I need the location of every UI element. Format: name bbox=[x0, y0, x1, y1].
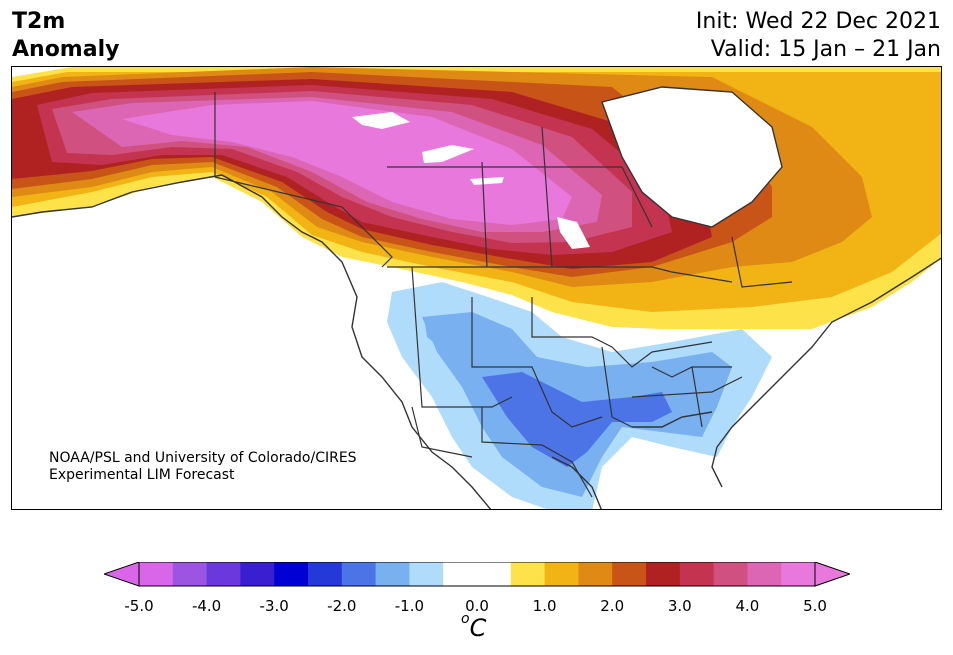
colorbar-tick-label: 4.0 bbox=[735, 597, 760, 615]
lake-shape bbox=[557, 217, 590, 249]
colorbar-segment bbox=[206, 562, 241, 586]
valid-period: Valid: 15 Jan – 21 Jan bbox=[710, 37, 941, 62]
colorbar-tick-label: 0.0 bbox=[465, 597, 489, 615]
colorbar-segments bbox=[139, 562, 816, 586]
colorbar-segment bbox=[240, 562, 275, 586]
colorbar-tick-label: -1.0 bbox=[394, 597, 425, 615]
colorbar-max-triangle bbox=[814, 562, 850, 587]
colorbar-segment bbox=[139, 562, 174, 586]
colorbar-segment bbox=[477, 562, 512, 586]
colorbar-tick-label: 5.0 bbox=[803, 597, 827, 615]
colorbar-segment bbox=[308, 562, 343, 586]
colorbar-tick-label: -5.0 bbox=[124, 597, 154, 615]
colorbar-segment bbox=[274, 562, 309, 586]
attribution-line1: NOAA/PSL and University of Colorado/CIRE… bbox=[49, 450, 357, 466]
cold-region-patch bbox=[424, 315, 462, 349]
colorbar-segment bbox=[578, 562, 613, 586]
coastlines bbox=[12, 86, 941, 509]
colorbar-tick-label: -4.0 bbox=[191, 597, 222, 615]
colorbar-segment bbox=[172, 562, 208, 586]
colorbar-tick-label: -3.0 bbox=[259, 597, 289, 615]
colorbar-segment bbox=[781, 562, 816, 586]
colorbar-segment bbox=[375, 562, 410, 586]
colorbar-tick-label: 1.0 bbox=[532, 597, 557, 615]
title-type: Anomaly bbox=[12, 37, 120, 62]
colorbar-segment bbox=[510, 562, 546, 586]
lake-shape bbox=[422, 145, 474, 163]
cold-region-2 bbox=[482, 372, 672, 467]
lake-shape bbox=[352, 112, 410, 129]
colorbar-segment bbox=[747, 562, 782, 586]
colorbar-segment bbox=[679, 562, 715, 586]
political-borders bbox=[214, 92, 793, 498]
pacific-ocean bbox=[12, 177, 460, 509]
colorbar-segment bbox=[341, 562, 377, 586]
map-title: T2m Anomaly bbox=[12, 8, 119, 64]
unit-degree: o bbox=[461, 611, 470, 627]
lake-shape bbox=[470, 177, 504, 185]
colorbar-segment bbox=[713, 562, 748, 586]
colorbar-min-triangle bbox=[104, 562, 140, 587]
init-date: Init: Wed 22 Dec 2021 bbox=[695, 9, 941, 34]
colorbar-tick-label: 2.0 bbox=[600, 597, 625, 615]
colorbar-tick-label: 3.0 bbox=[667, 597, 692, 615]
warm-region-core bbox=[122, 101, 572, 225]
colorbar-unit: oC bbox=[461, 611, 487, 642]
attribution-line2: Experimental LIM Forecast bbox=[49, 467, 235, 483]
colorbar-frame bbox=[138, 562, 816, 587]
attribution: NOAA/PSL and University of Colorado/CIRE… bbox=[49, 450, 357, 484]
colorbar bbox=[104, 562, 850, 587]
map-canvas bbox=[12, 67, 941, 509]
colorbar-segment bbox=[544, 562, 579, 586]
hudson-bay bbox=[602, 87, 782, 227]
anomaly-map bbox=[11, 66, 942, 510]
forecast-dates: Init: Wed 22 Dec 2021 Valid: 15 Jan – 21… bbox=[696, 8, 941, 64]
colorbar-segment bbox=[646, 562, 681, 586]
unit-celsius: C bbox=[469, 614, 487, 642]
colorbar-tick-label: -2.0 bbox=[327, 597, 357, 615]
colorbar-segment bbox=[443, 562, 478, 586]
colorbar-segment bbox=[409, 562, 444, 586]
title-variable: T2m bbox=[12, 9, 66, 34]
colorbar-segment bbox=[612, 562, 647, 586]
atlantic-ocean bbox=[692, 258, 941, 509]
